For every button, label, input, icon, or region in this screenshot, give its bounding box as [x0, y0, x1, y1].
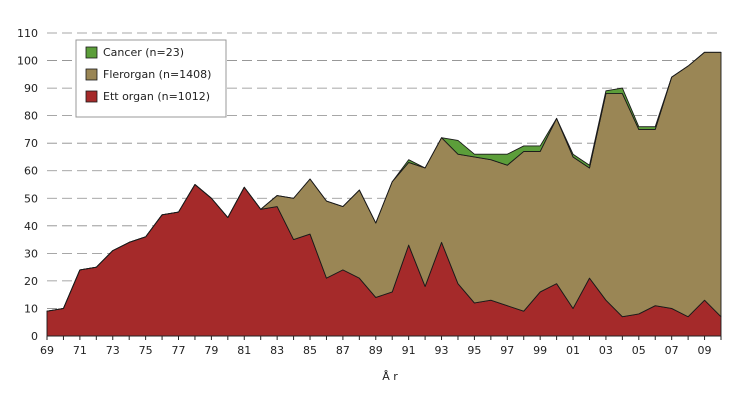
x-tick-label: 95: [467, 344, 481, 357]
y-tick-label: 110: [17, 27, 38, 40]
legend: Cancer (n=23) Flerorgan (n=1408) Ett organ…: [75, 39, 227, 118]
x-tick-label: 79: [204, 344, 218, 357]
x-tick-label: 89: [369, 344, 383, 357]
x-tick-label: 03: [599, 344, 613, 357]
x-tick-label: 09: [698, 344, 712, 357]
x-tick-label: 71: [73, 344, 87, 357]
area-series: [46, 51, 722, 337]
y-tick-label: 20: [24, 275, 38, 288]
y-tick-label: 50: [24, 192, 38, 205]
y-tick-label: 40: [24, 220, 38, 233]
x-tick-label: 93: [435, 344, 449, 357]
x-tick-label: 83: [270, 344, 284, 357]
legend-swatch: [85, 90, 98, 103]
y-tick-label: 100: [17, 55, 38, 68]
area-series-2: [46, 51, 722, 312]
x-tick-label: 01: [566, 344, 580, 357]
legend-entry: Ett organ (n=1012): [103, 90, 210, 103]
x-axis-label: Å r: [382, 370, 398, 383]
y-tick-label: 70: [24, 137, 38, 150]
axes: 69 71 73 75 77 79 81 83 85 87 89 91 93 95 97 99 01 03 05 07…: [40, 335, 722, 357]
x-tick-label: 85: [303, 344, 317, 357]
x-tick-label: 77: [172, 344, 186, 357]
legend-swatch: [85, 68, 98, 81]
legend-swatch: [85, 46, 98, 59]
x-tick-label: 91: [402, 344, 416, 357]
x-tick-label: 97: [500, 344, 514, 357]
legend-entry: Flerorgan (n=1408): [103, 68, 211, 81]
y-tick-label: 90: [24, 82, 38, 95]
x-tick-label: 81: [237, 344, 251, 357]
y-tick-label: 60: [24, 165, 38, 178]
x-tick-label: 87: [336, 344, 350, 357]
x-tick-label: 69: [40, 344, 54, 357]
y-tick-label: 30: [24, 247, 38, 260]
y-tick-label: 80: [24, 110, 38, 123]
y-tick-label: 10: [24, 302, 38, 315]
x-tick-label: 99: [533, 344, 547, 357]
x-tick-label: 07: [665, 344, 679, 357]
y-tick-label: 0: [31, 330, 38, 343]
legend-entry: Cancer (n=23): [103, 46, 184, 59]
x-tick-label: 75: [139, 344, 153, 357]
legend-box: [75, 39, 227, 118]
x-tick-label: 73: [106, 344, 120, 357]
x-tick-label: 05: [632, 344, 646, 357]
